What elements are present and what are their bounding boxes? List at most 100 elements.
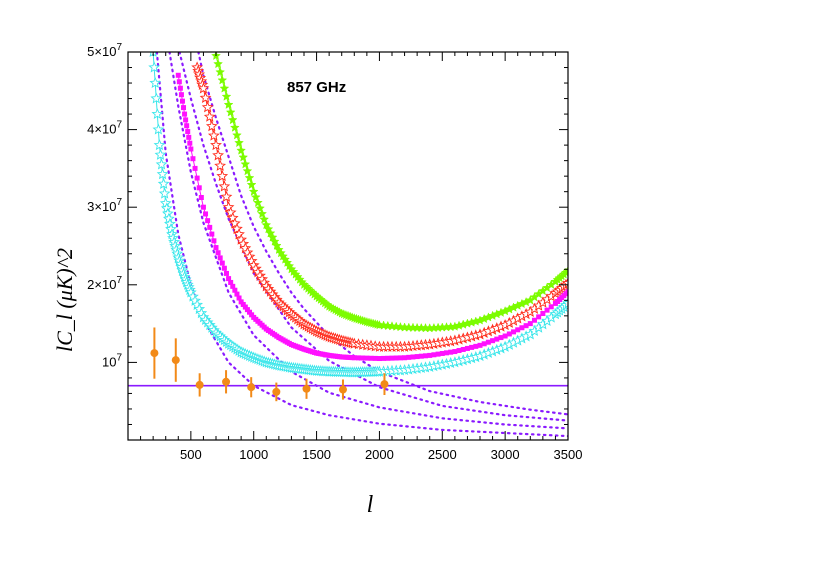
x-axis-label: l: [367, 492, 374, 518]
series-point: [209, 231, 215, 237]
series-point: [240, 301, 246, 307]
series-point: [376, 356, 382, 362]
series-point: [232, 130, 242, 140]
series-point: [217, 255, 223, 261]
series-point: [197, 82, 210, 94]
series-point: [230, 283, 236, 289]
poisson-curve: [168, 52, 568, 430]
series-point: [240, 159, 251, 169]
series-point: [158, 187, 171, 199]
data-point: [302, 384, 311, 393]
series-point: [515, 327, 521, 333]
series-point: [490, 338, 496, 344]
series-point: [150, 92, 163, 104]
series-point: [443, 350, 449, 356]
y-tick-label: 3×107: [87, 197, 122, 214]
series-point: [217, 75, 228, 85]
series-point: [267, 232, 278, 242]
series-point: [252, 197, 263, 207]
series-point: [506, 331, 512, 337]
series-point: [248, 186, 259, 196]
series-point: [203, 211, 209, 217]
series-point: [210, 138, 222, 151]
series-point: [188, 146, 194, 152]
poisson-curves: [155, 52, 568, 438]
y-tick-label: 2×107: [87, 275, 122, 292]
series-point: [448, 349, 454, 355]
series-point: [186, 134, 192, 140]
series-point: [213, 58, 224, 69]
series-point: [531, 317, 537, 323]
y-tick-labels: 107 2×107 3×107 4×107 5×107: [87, 42, 122, 369]
series-point: [221, 265, 227, 271]
series-point: [397, 355, 403, 361]
series-point: [242, 165, 253, 176]
series-point: [368, 355, 374, 361]
poisson-curve: [197, 52, 568, 416]
series-point: [257, 208, 268, 219]
series: [211, 52, 568, 333]
series-point: [178, 92, 184, 98]
x-tick-label: 2000: [365, 447, 394, 462]
series-point: [223, 99, 234, 109]
series-point: [360, 355, 366, 361]
series-point: [247, 309, 253, 315]
series-point: [389, 355, 395, 361]
data-point: [171, 356, 180, 365]
series-point: [242, 304, 248, 310]
series-point: [177, 85, 183, 91]
series-point: [481, 341, 487, 347]
x-tick-label: 3000: [491, 447, 520, 462]
series-point: [215, 67, 226, 77]
series-point: [485, 339, 491, 345]
series-point: [221, 91, 232, 101]
series-point: [183, 117, 189, 123]
series-point: [219, 83, 230, 93]
series-point: [236, 295, 242, 301]
series-point: [219, 260, 225, 266]
series-point: [213, 245, 219, 251]
series-point: [494, 336, 500, 342]
series-point: [201, 101, 214, 113]
series-point: [263, 224, 274, 234]
series-point: [199, 91, 212, 103]
series-point: [215, 250, 221, 256]
series-point: [469, 344, 475, 350]
plot-frame: [127, 51, 569, 441]
series-point: [527, 321, 533, 327]
series-point: [227, 114, 238, 125]
series-point: [223, 270, 229, 276]
series-point: [238, 299, 244, 305]
series-point: [544, 307, 550, 313]
series-point: [414, 354, 420, 360]
y-axis-label: lC_l (μK)^2: [52, 248, 77, 352]
series-point: [351, 355, 357, 361]
series-point: [205, 218, 211, 224]
series-point: [228, 279, 234, 285]
series-point: [418, 353, 424, 359]
axis-ticks: [128, 52, 568, 440]
data-points: [150, 327, 389, 402]
series-point: [410, 354, 416, 360]
data-point: [247, 383, 256, 392]
data-point: [380, 380, 389, 389]
series: [175, 72, 568, 362]
series-point: [192, 165, 198, 171]
series-point: [244, 307, 250, 313]
series-point: [439, 350, 445, 356]
series-point: [385, 355, 391, 361]
series-point: [154, 148, 167, 160]
series-point: [184, 123, 190, 129]
series-point: [431, 352, 437, 358]
series-point: [216, 170, 229, 182]
series-point: [406, 354, 412, 360]
series-point: [562, 297, 568, 309]
series-point: [381, 355, 387, 361]
series-point: [157, 177, 170, 189]
series-point: [198, 195, 204, 200]
data-point: [150, 349, 159, 358]
series-point: [464, 345, 470, 351]
series-point: [155, 158, 168, 170]
series-point: [207, 224, 213, 230]
x-tick-label: 2500: [428, 447, 457, 462]
